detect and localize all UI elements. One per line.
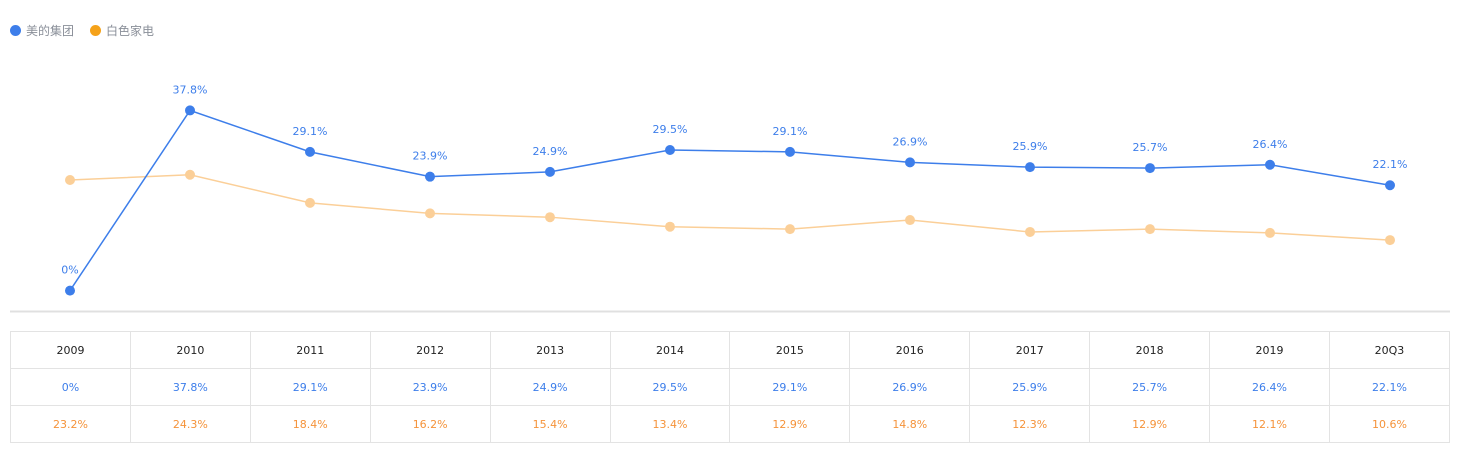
data-table-body: 2009 2010 2011 2012 2013 2014 2015 2016 2017 2018…: [10, 331, 1451, 443]
series-line-white-goods: [69, 174, 1391, 241]
table-cell-midea: 29.1%: [729, 368, 851, 406]
data-point-midea[interactable]: [665, 144, 675, 155]
table-row-years: 2009 2010 2011 2012 2013 2014 2015 2016 2017 2018…: [10, 331, 1451, 369]
data-label-midea: 29.5%: [653, 123, 688, 136]
table-cell-white-goods: 14.8%: [849, 405, 971, 443]
table-cell-midea: 37.8%: [129, 368, 251, 406]
data-label-midea: 37.8%: [173, 83, 208, 96]
table-cell-white-goods: 23.2%: [10, 405, 131, 443]
line-chart: 0% 37.8% 29.1% 23.9% 24.9% 29.5% 29.1% 26.9% 25.…: [10, 83, 1450, 313]
legend-dot-midea: [10, 25, 21, 36]
data-point-midea[interactable]: [785, 146, 795, 157]
data-point-midea[interactable]: [905, 157, 915, 168]
table-cell-midea: 24.9%: [489, 368, 611, 406]
table-cell-midea: 22.1%: [1328, 368, 1451, 406]
table-cell-year: 2012: [369, 331, 491, 369]
table-cell-year: 2010: [129, 331, 251, 369]
data-point-white-goods[interactable]: [185, 169, 195, 180]
data-label-midea: 0%: [61, 264, 78, 277]
data-point-white-goods[interactable]: [65, 175, 75, 186]
table-cell-white-goods: 13.4%: [609, 405, 731, 443]
data-point-midea[interactable]: [545, 166, 555, 177]
data-label-midea: 25.7%: [1133, 141, 1168, 154]
table-cell-midea: 23.9%: [369, 368, 491, 406]
table-cell-midea: 25.9%: [969, 368, 1091, 406]
table-cell-white-goods: 24.3%: [129, 405, 251, 443]
data-label-midea: 22.1%: [1373, 158, 1408, 171]
data-point-white-goods[interactable]: [1025, 226, 1035, 237]
data-point-white-goods[interactable]: [545, 212, 555, 223]
data-point-midea[interactable]: [1385, 180, 1395, 191]
data-label-midea: 26.9%: [893, 135, 928, 148]
table-cell-white-goods: 12.9%: [1089, 405, 1211, 443]
data-point-midea[interactable]: [1025, 162, 1035, 173]
table-row-midea: 0% 37.8% 29.1% 23.9% 24.9% 29.5% 29.1% 26.9% 25.…: [10, 368, 1451, 406]
data-point-midea[interactable]: [185, 105, 195, 116]
data-point-midea[interactable]: [1265, 159, 1275, 170]
table-cell-year: 2015: [729, 331, 851, 369]
data-point-midea[interactable]: [65, 285, 75, 296]
data-label-midea: 23.9%: [413, 150, 448, 163]
table-cell-white-goods: 12.3%: [969, 405, 1091, 443]
table-cell-white-goods: 12.9%: [729, 405, 851, 443]
legend-dot-white-goods: [90, 25, 102, 36]
table-cell-white-goods: 12.1%: [1209, 405, 1330, 443]
table-cell-midea: 29.5%: [609, 368, 731, 406]
table-cell-year: 2019: [1209, 331, 1330, 369]
table-cell-white-goods: 18.4%: [249, 405, 371, 443]
data-label-midea: 26.4%: [1253, 138, 1288, 151]
table-cell-year: 2016: [849, 331, 971, 369]
table-cell-midea: 26.9%: [849, 368, 971, 406]
table-cell-midea: 29.1%: [249, 368, 371, 406]
data-point-midea[interactable]: [425, 171, 435, 182]
table-cell-year: 20Q3: [1328, 331, 1451, 369]
legend-label-white-goods: 白色家电: [106, 24, 155, 38]
table-cell-year: 2014: [609, 331, 731, 369]
table-cell-year: 2013: [489, 331, 611, 369]
data-point-white-goods[interactable]: [425, 208, 435, 219]
data-point-white-goods[interactable]: [305, 197, 315, 208]
legend-label-midea: 美的集团: [26, 24, 75, 38]
table-cell-midea: 25.7%: [1089, 368, 1211, 406]
data-point-white-goods[interactable]: [905, 215, 915, 226]
table-cell-white-goods: 10.6%: [1328, 405, 1451, 443]
data-point-midea[interactable]: [1145, 163, 1155, 174]
table-cell-white-goods: 15.4%: [489, 405, 611, 443]
legend-item-midea[interactable]: 美的集团: [10, 22, 74, 39]
data-label-midea: 24.9%: [533, 145, 568, 158]
data-point-white-goods[interactable]: [1385, 235, 1395, 246]
data-label-midea: 25.9%: [1013, 140, 1048, 153]
data-point-white-goods[interactable]: [665, 221, 675, 232]
table-cell-year: 2009: [10, 331, 131, 369]
table-cell-midea: 0%: [10, 368, 131, 406]
data-point-white-goods[interactable]: [1145, 224, 1155, 235]
data-label-midea: 29.1%: [773, 125, 808, 138]
table-row-white-goods: 23.2% 24.3% 18.4% 16.2% 15.4% 13.4% 12.9% 14.8%…: [10, 405, 1451, 443]
series-line-midea: [69, 109, 1391, 292]
table-cell-midea: 26.4%: [1209, 368, 1330, 406]
data-point-white-goods[interactable]: [785, 224, 795, 235]
table-cell-year: 2017: [969, 331, 1091, 369]
legend-item-white-goods[interactable]: 白色家电: [90, 22, 154, 39]
table-cell-year: 2018: [1089, 331, 1211, 369]
data-table: 2009 2010 2011 2012 2013 2014 2015 2016 2017 2018…: [10, 331, 1451, 443]
data-point-white-goods[interactable]: [1265, 227, 1275, 238]
table-cell-white-goods: 16.2%: [369, 405, 491, 443]
legend: 美的集团 白色家电: [10, 22, 154, 39]
data-point-midea[interactable]: [305, 146, 315, 157]
data-label-midea: 29.1%: [293, 125, 328, 138]
table-cell-year: 2011: [249, 331, 371, 369]
